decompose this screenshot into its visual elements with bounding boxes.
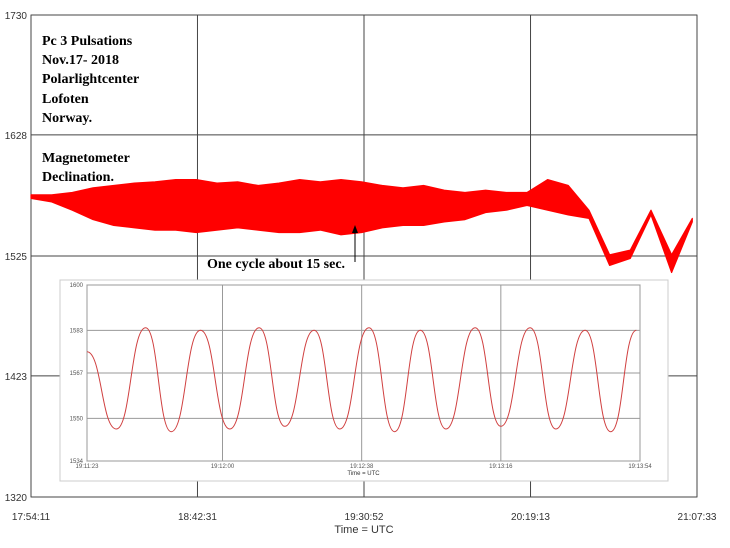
x-tick-label: 17:54:11 — [12, 512, 51, 523]
y-tick-label: 1550 — [70, 416, 84, 422]
x-tick-label: 19:12:00 — [211, 464, 235, 470]
y-tick-label: 1534 — [70, 459, 84, 465]
x-tick-label: 19:11:23 — [76, 464, 100, 470]
signal-line — [86, 327, 637, 433]
arrow-head — [352, 225, 358, 233]
annotation: Nov.17- 2018 — [42, 53, 119, 68]
x-tick-label: 20:19:13 — [511, 512, 550, 523]
annotation: Pc 3 Pulsations — [42, 34, 133, 49]
annotation: Norway. — [42, 111, 92, 126]
y-tick-label: 1423 — [5, 372, 28, 383]
y-tick-label: 1320 — [5, 493, 28, 504]
x-tick-label: 18:42:31 — [178, 512, 217, 523]
x-axis-label: Time = UTC — [334, 524, 393, 536]
x-axis-label: Time = UTC — [347, 471, 380, 477]
signal-band — [30, 179, 693, 274]
y-tick-label: 1730 — [5, 11, 28, 22]
y-tick-label: 1628 — [5, 131, 28, 142]
annotation: Lofoten — [42, 92, 89, 107]
x-tick-label: 19:13:16 — [489, 464, 513, 470]
y-tick-label: 1525 — [5, 252, 28, 263]
y-tick-label: 1583 — [70, 328, 84, 334]
x-tick-label: 19:13:54 — [628, 464, 652, 470]
annotation: Declination. — [42, 170, 114, 185]
annotation: Polarlightcenter — [42, 72, 139, 87]
arrow — [352, 225, 358, 262]
annotation: One cycle about 15 sec. — [207, 257, 345, 272]
inset-chart: 1534 1550 1567 1583 1600 19:11:23 19:12:00 19:1… — [59, 279, 669, 482]
y-tick-label: 1600 — [70, 283, 84, 289]
x-tick-label: 19:30:52 — [345, 512, 384, 523]
x-tick-label: 21:07:33 — [678, 512, 717, 523]
inset-box — [59, 279, 669, 482]
x-tick-label: 19:12:38 — [350, 464, 374, 470]
annotation: Magnetometer — [42, 151, 130, 166]
y-tick-label: 1567 — [70, 371, 84, 377]
